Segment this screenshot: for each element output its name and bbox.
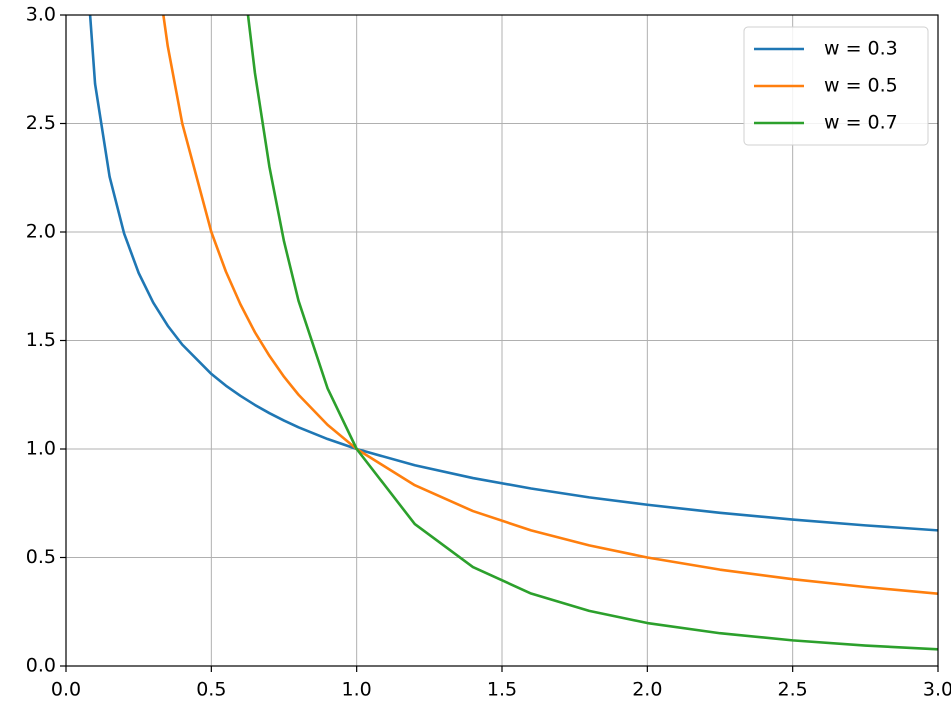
x-tick-label: 0.5	[196, 679, 226, 701]
legend-box	[743, 26, 929, 146]
x-tick-label: 0.0	[51, 679, 81, 701]
x-tick-label: 1.5	[487, 679, 517, 701]
series-line	[162, 15, 938, 596]
series-line	[88, 15, 938, 532]
plot-area	[88, 15, 938, 651]
y-tick-label: 0.0	[26, 655, 56, 677]
y-tick-label: 0.5	[26, 546, 56, 568]
x-tick-label: 2.0	[632, 679, 662, 701]
x-tick-label: 1.0	[342, 679, 372, 701]
legend-label: w = 0.3	[824, 38, 898, 60]
legend-label: w = 0.5	[824, 75, 898, 97]
y-tick-label: 1.0	[26, 438, 56, 460]
y-tick-label: 1.5	[26, 329, 56, 351]
plot-frame	[65, 14, 939, 667]
x-tick-label: 2.5	[778, 679, 808, 701]
y-tick-label: 3.0	[26, 4, 56, 26]
y-tick-label: 2.0	[26, 221, 56, 243]
x-tick-label: 3.0	[923, 679, 951, 701]
series-line	[246, 15, 938, 651]
y-tick-label: 2.5	[26, 112, 56, 134]
legend-label: w = 0.7	[824, 112, 898, 134]
